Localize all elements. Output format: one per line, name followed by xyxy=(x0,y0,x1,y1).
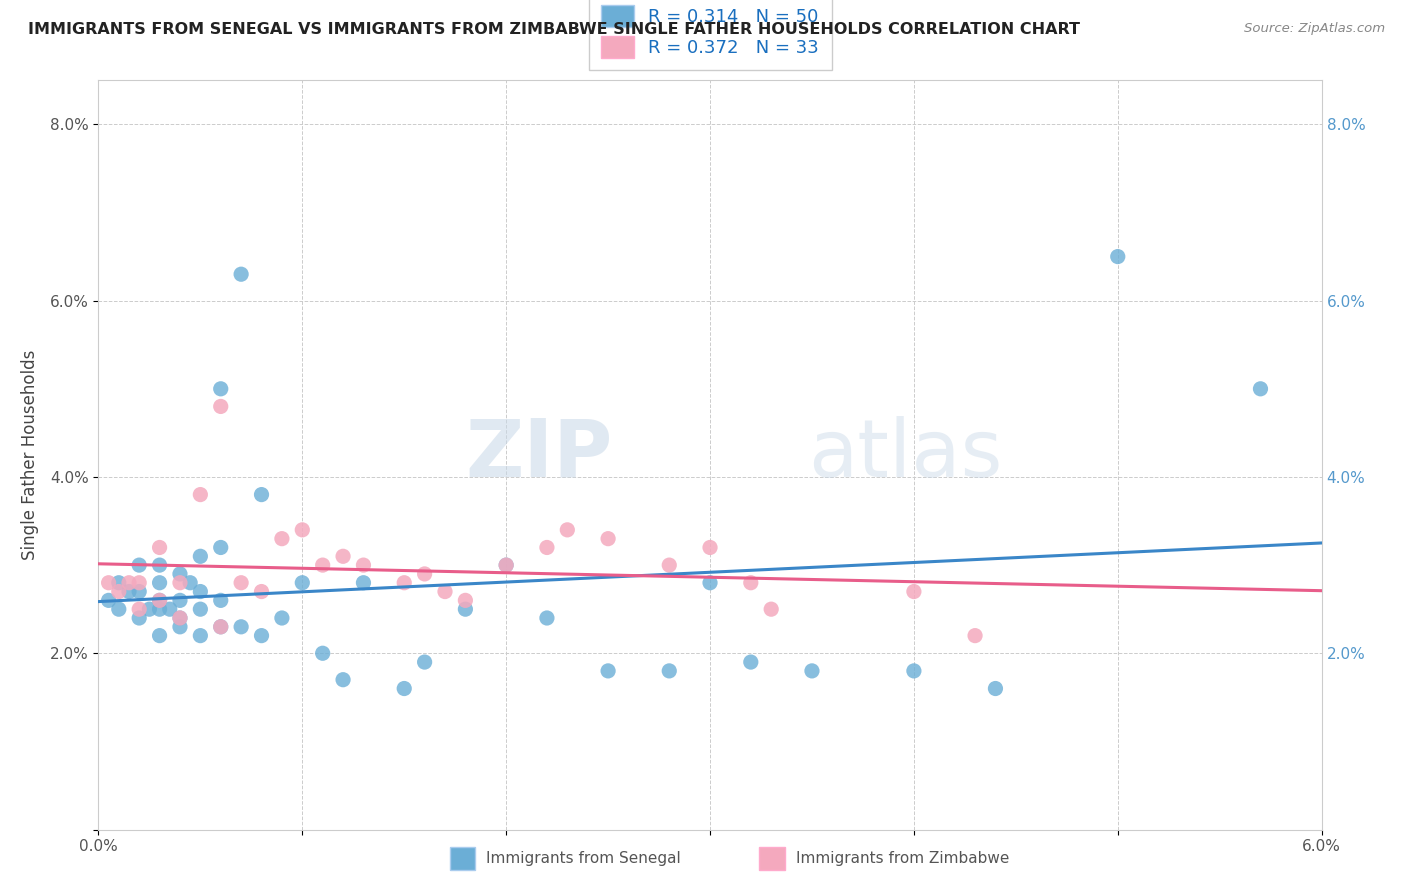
Point xyxy=(149,575,172,590)
Point xyxy=(128,602,150,616)
Point xyxy=(413,566,436,581)
Point xyxy=(149,629,172,643)
Point xyxy=(97,575,120,590)
Point xyxy=(1107,250,1129,264)
Text: atlas: atlas xyxy=(808,416,1002,494)
Point xyxy=(250,584,273,599)
Point xyxy=(149,593,172,607)
Point xyxy=(903,584,925,599)
Point xyxy=(188,629,212,643)
Point xyxy=(128,611,150,625)
Point xyxy=(118,575,141,590)
Point xyxy=(291,575,314,590)
Point xyxy=(963,629,986,643)
Point xyxy=(352,575,374,590)
Legend: R = 0.314   N = 50, R = 0.372   N = 33: R = 0.314 N = 50, R = 0.372 N = 33 xyxy=(589,0,831,70)
Point xyxy=(658,664,681,678)
Point xyxy=(761,602,783,616)
Point xyxy=(801,664,824,678)
Point xyxy=(188,602,212,616)
Text: IMMIGRANTS FROM SENEGAL VS IMMIGRANTS FROM ZIMBABWE SINGLE FATHER HOUSEHOLDS COR: IMMIGRANTS FROM SENEGAL VS IMMIGRANTS FR… xyxy=(28,22,1080,37)
Point xyxy=(209,620,232,634)
Point xyxy=(97,593,120,607)
Point xyxy=(209,400,232,414)
Point xyxy=(169,620,191,634)
Point xyxy=(433,584,456,599)
Point xyxy=(291,523,314,537)
Point xyxy=(118,584,141,599)
Point xyxy=(149,558,172,573)
Point xyxy=(250,487,273,501)
Point xyxy=(270,611,292,625)
Point xyxy=(311,646,335,660)
Point xyxy=(149,593,172,607)
Point xyxy=(598,664,620,678)
Point xyxy=(138,602,160,616)
Point xyxy=(159,602,181,616)
Point xyxy=(536,541,558,555)
Point xyxy=(454,602,477,616)
Point xyxy=(332,673,354,687)
Y-axis label: Single Father Households: Single Father Households xyxy=(21,350,39,560)
Point xyxy=(536,611,558,625)
Point xyxy=(128,584,150,599)
Point xyxy=(740,655,762,669)
Point xyxy=(1249,382,1271,396)
Point xyxy=(169,611,191,625)
Point xyxy=(352,558,374,573)
Point xyxy=(454,593,477,607)
Point xyxy=(169,575,191,590)
Text: ZIP: ZIP xyxy=(465,416,612,494)
Point xyxy=(188,584,212,599)
Point xyxy=(311,558,335,573)
Point xyxy=(108,602,131,616)
Point xyxy=(188,487,212,501)
Point xyxy=(209,382,232,396)
Point xyxy=(108,584,131,599)
Point xyxy=(413,655,436,669)
Point xyxy=(169,566,191,581)
Point xyxy=(555,523,579,537)
Point xyxy=(209,593,232,607)
Point xyxy=(903,664,925,678)
Point xyxy=(169,593,191,607)
Text: Immigrants from Zimbabwe: Immigrants from Zimbabwe xyxy=(796,851,1010,866)
Text: Source: ZipAtlas.com: Source: ZipAtlas.com xyxy=(1244,22,1385,36)
Point xyxy=(188,549,212,564)
Point xyxy=(495,558,517,573)
Point xyxy=(392,575,416,590)
Point xyxy=(231,267,253,281)
Point xyxy=(740,575,762,590)
Point xyxy=(270,532,292,546)
Point xyxy=(231,575,253,590)
Point xyxy=(250,629,273,643)
Point xyxy=(209,541,232,555)
Point xyxy=(128,575,150,590)
Point xyxy=(332,549,354,564)
Point xyxy=(495,558,517,573)
Point xyxy=(699,541,721,555)
Point xyxy=(658,558,681,573)
Point xyxy=(699,575,721,590)
Point xyxy=(108,575,131,590)
Point xyxy=(128,558,150,573)
Point xyxy=(149,602,172,616)
Point xyxy=(169,611,191,625)
Point xyxy=(149,541,172,555)
Point xyxy=(179,575,201,590)
Point xyxy=(984,681,1007,696)
Point xyxy=(209,620,232,634)
Point xyxy=(598,532,620,546)
Text: Immigrants from Senegal: Immigrants from Senegal xyxy=(486,851,682,866)
Point xyxy=(392,681,416,696)
Point xyxy=(231,620,253,634)
